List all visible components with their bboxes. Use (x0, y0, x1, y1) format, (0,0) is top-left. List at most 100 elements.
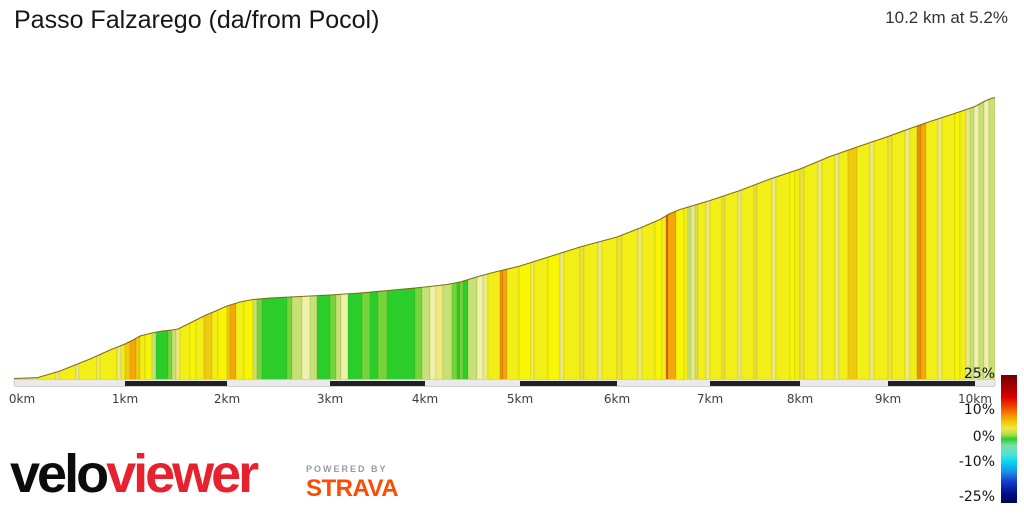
gradient-bar-segment (547, 97, 561, 382)
x-axis-label: 3km (316, 392, 344, 406)
gradient-bar-segment (291, 97, 303, 382)
gradient-bar-segment (58, 97, 77, 382)
gradient-bar-segment (37, 97, 57, 382)
logo-viewer-text: viewer (106, 444, 259, 504)
gradient-bar-segment (916, 97, 922, 382)
gradient-bar-segment (451, 97, 458, 382)
gradient-bar-segment (55, 97, 60, 382)
x-axis-label: 2km (213, 392, 241, 406)
distance-scale-km-segment (520, 381, 617, 386)
gradient-bar-segment (937, 97, 943, 382)
gradient-bar-segment (959, 97, 967, 382)
gradient-bar-segment (286, 97, 293, 382)
gradient-bar-segment (941, 97, 956, 382)
powered-by-label: POWERED BY (306, 464, 388, 474)
gradient-bar-segment (256, 97, 263, 382)
gradient-bar-segment (661, 97, 667, 382)
gradient-bar-segment (771, 97, 777, 382)
gradient-bar-segment (559, 97, 565, 382)
gradient-bar-segment (654, 97, 663, 382)
page-title: Passo Falzarego (da/from Pocol) (14, 6, 380, 34)
gradient-bar-segment (195, 97, 205, 382)
strava-attribution[interactable]: POWERED BY STRAVA (306, 464, 399, 501)
x-axis-label: 10km (958, 392, 992, 406)
distance-scale-km-segment (330, 381, 425, 386)
x-axis-label: 5km (506, 392, 534, 406)
gradient-bar-segment (909, 97, 918, 382)
gradient-bar-segment (983, 97, 990, 382)
gradient-bar-segment (329, 97, 337, 382)
gradient-bar-segment (435, 97, 444, 382)
gradient-bar-segment (229, 97, 237, 382)
gradient-bar-segment (563, 97, 581, 382)
gradient-bar-segment (116, 97, 122, 382)
gradient-bar-segment (340, 97, 349, 382)
gradient-bar-segment (925, 97, 939, 382)
x-axis-label: 6km (603, 392, 631, 406)
gradient-scale-label: -10% (958, 454, 995, 470)
gradient-bar-segment (973, 97, 980, 382)
gradient-bar-segment (252, 97, 258, 382)
climb-summary: 10.2 km at 5.2% (885, 8, 1008, 27)
gradient-bar-segment (965, 97, 971, 382)
gradient-bar-segment (637, 97, 643, 382)
gradient-bar-segment (530, 97, 535, 382)
gradient-bar-segment (838, 97, 849, 382)
gradient-bar-segment (217, 97, 228, 382)
gradient-bar-segment (709, 97, 723, 382)
gradient-bar-segment (954, 97, 961, 382)
gradient-bar-segment (482, 97, 489, 382)
gradient-bar-segment (799, 97, 805, 382)
gradient-bar-segment (467, 97, 478, 382)
gradient-bar-segment (687, 97, 692, 382)
x-axis-label: 1km (111, 392, 139, 406)
gradient-bar-segment (978, 97, 985, 382)
veloviewer-logo[interactable]: veloviewer (10, 444, 259, 506)
gradient-bar-segment (969, 97, 975, 382)
logo-velo-text: velo (10, 444, 109, 504)
gradient-bar-segment (502, 97, 508, 382)
gradient-bar-segment (124, 97, 131, 382)
gradient-bar-segment (421, 97, 431, 382)
gradient-bar-segment (414, 97, 423, 382)
gradient-bar-segment (75, 97, 80, 382)
gradient-bar-segment (155, 97, 169, 382)
gradient-bar-segment (533, 97, 549, 382)
gradient-bar-segment (429, 97, 437, 382)
gradient-bar-segment (99, 97, 118, 382)
x-axis-label: 4km (411, 392, 439, 406)
gradient-bar-segment (597, 97, 603, 382)
gradient-bar-segment (203, 97, 213, 382)
gradient-bar-segment (621, 97, 639, 382)
gradient-bar-segment (211, 97, 219, 382)
gradient-bar-segment (856, 97, 871, 382)
gradient-bar-segment (601, 97, 618, 382)
gradient-bar-segment (667, 97, 677, 382)
gradient-bar-segment (361, 97, 371, 382)
x-axis-label: 9km (874, 392, 902, 406)
gradient-bar-segment (151, 97, 157, 382)
gradient-bar-segment (794, 97, 801, 382)
gradient-bar-segment (335, 97, 342, 382)
gradient-bar-segment (803, 97, 819, 382)
gradient-bar-segment (579, 97, 585, 382)
gradient-colorbar (1001, 375, 1017, 503)
gradient-bar-segment (369, 97, 379, 382)
gradient-bar-segment (583, 97, 599, 382)
gradient-bar-segment (316, 97, 331, 382)
gradient-bar-segment (873, 97, 889, 382)
distance-scale-km-segment (125, 381, 227, 386)
gradient-bar-segment (988, 97, 995, 382)
gradient-bar-segment (462, 97, 469, 382)
gradient-bar-segment (96, 97, 101, 382)
gradient-bar-segment (518, 97, 532, 382)
gradient-bar-segment (506, 97, 520, 382)
gradient-bar-segment (235, 97, 245, 382)
gradient-bar-segment (14, 97, 39, 382)
gradient-bar-segment (499, 97, 504, 382)
gradient-bar-segment (347, 97, 363, 382)
gradient-bar-segment (487, 97, 501, 382)
gradient-bar-segment (243, 97, 254, 382)
